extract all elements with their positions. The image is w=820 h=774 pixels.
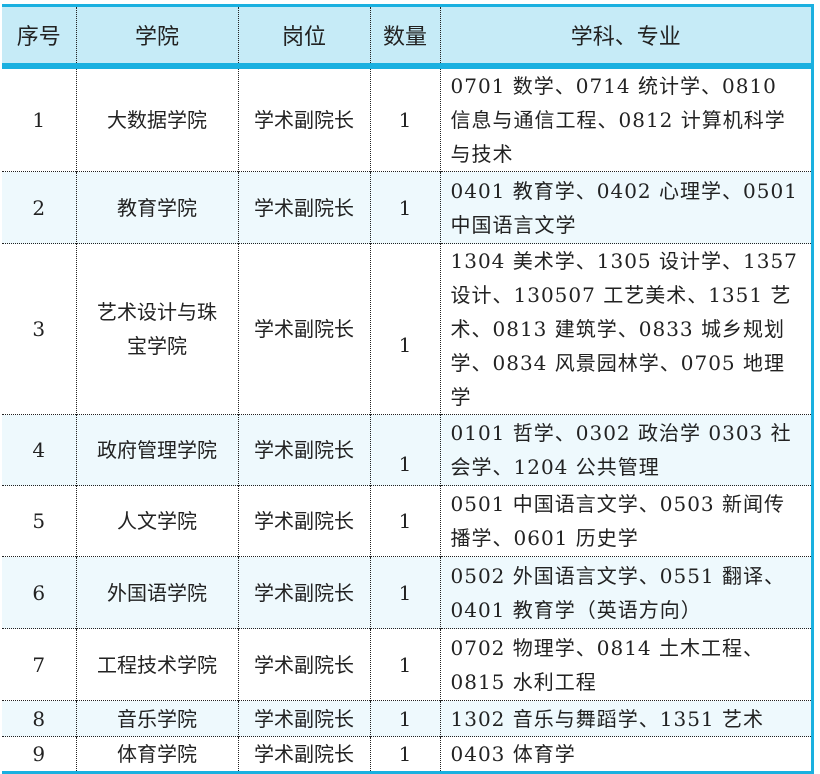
row-number: 5 (2, 485, 76, 557)
post-cell: 学术副院长 (237, 628, 370, 701)
row-number: 7 (2, 628, 76, 701)
subjects-cell: 0403 体育学 (439, 736, 813, 773)
table-row: 9 体育学院 学术副院长 1 0403 体育学 (2, 736, 813, 773)
header-subjects: 学科、专业 (439, 4, 813, 69)
header-count: 数量 (369, 4, 440, 69)
subjects-cell: 0702 物理学、0814 土木工程、0815 水利工程 (439, 628, 813, 701)
table-row: 5 人文学院 学术副院长 1 0501 中国语言文学、0503 新闻传播学、0601 历… (2, 485, 813, 557)
college-cell: 大数据学院 (75, 65, 238, 172)
post-cell: 学术副院长 (237, 736, 370, 773)
college-cell: 艺术设计与珠宝学院 (75, 243, 238, 415)
row-number: 4 (2, 414, 76, 486)
college-cell: 体育学院 (75, 736, 238, 773)
count-cell: 1 (369, 171, 440, 244)
college-cell: 人文学院 (75, 485, 238, 557)
college-cell: 政府管理学院 (75, 414, 238, 486)
count-cell: 1 (369, 485, 440, 557)
subjects-cell: 0401 教育学、0402 心理学、0501 中国语言文学 (439, 171, 813, 244)
college-cell: 工程技术学院 (75, 628, 238, 701)
subjects-cell: 0101 哲学、0302 政治学 0303 社会学、1204 公共管理 (439, 414, 813, 486)
header-college: 学院 (75, 4, 238, 69)
row-number: 6 (2, 556, 76, 629)
count-cell: 1 (369, 243, 440, 415)
post-cell: 学术副院长 (237, 65, 370, 172)
header-post: 岗位 (237, 4, 370, 69)
subjects-cell: 0501 中国语言文学、0503 新闻传播学、0601 历史学 (439, 485, 813, 557)
table-row: 6 外国语学院 学术副院长 1 0502 外国语言文学、0551 翻译、0401 教育学… (2, 556, 813, 629)
count-cell: 1 (369, 628, 440, 701)
post-cell: 学术副院长 (237, 171, 370, 244)
table-row: 7 工程技术学院 学术副院长 1 0702 物理学、0814 土木工程、0815 水利工… (2, 628, 813, 701)
post-cell: 学术副院长 (237, 414, 370, 486)
subjects-cell: 1304 美术学、1305 设计学、1357 设计、130507 工艺美术、13… (439, 243, 813, 415)
subjects-cell: 0502 外国语言文学、0551 翻译、0401 教育学（英语方向） (439, 556, 813, 629)
table-row: 3 艺术设计与珠宝学院 学术副院长 1 1304 美术学、1305 设计学、1357 设… (2, 243, 813, 415)
row-number: 2 (2, 171, 76, 244)
subjects-cell: 0701 数学、0714 统计学、0810 信息与通信工程、0812 计算机科学… (439, 65, 813, 172)
post-cell: 学术副院长 (237, 556, 370, 629)
header-row: 序号 学院 岗位 数量 学科、专业 (2, 4, 813, 69)
row-number: 9 (2, 736, 76, 773)
college-cell: 外国语学院 (75, 556, 238, 629)
post-cell: 学术副院长 (237, 485, 370, 557)
college-cell: 教育学院 (75, 171, 238, 244)
count-cell: 1 (369, 414, 440, 486)
count-cell: 1 (369, 65, 440, 172)
header-no: 序号 (2, 4, 76, 69)
row-number: 3 (2, 243, 76, 415)
table-row: 4 政府管理学院 学术副院长 1 0101 哲学、0302 政治学 0303 社会学、1… (2, 414, 813, 486)
table-row: 1 大数据学院 学术副院长 1 0701 数学、0714 统计学、0810 信息与通信工… (2, 65, 813, 172)
positions-table: 序号 学院 岗位 数量 学科、专业 1 大数据学院 学术副院长 1 0701 数学、07… (2, 4, 814, 774)
count-cell: 1 (369, 736, 440, 773)
count-cell: 1 (369, 556, 440, 629)
post-cell: 学术副院长 (237, 243, 370, 415)
row-number: 1 (2, 65, 76, 172)
table-row: 2 教育学院 学术副院长 1 0401 教育学、0402 心理学、0501 中国语言文学 (2, 171, 813, 244)
